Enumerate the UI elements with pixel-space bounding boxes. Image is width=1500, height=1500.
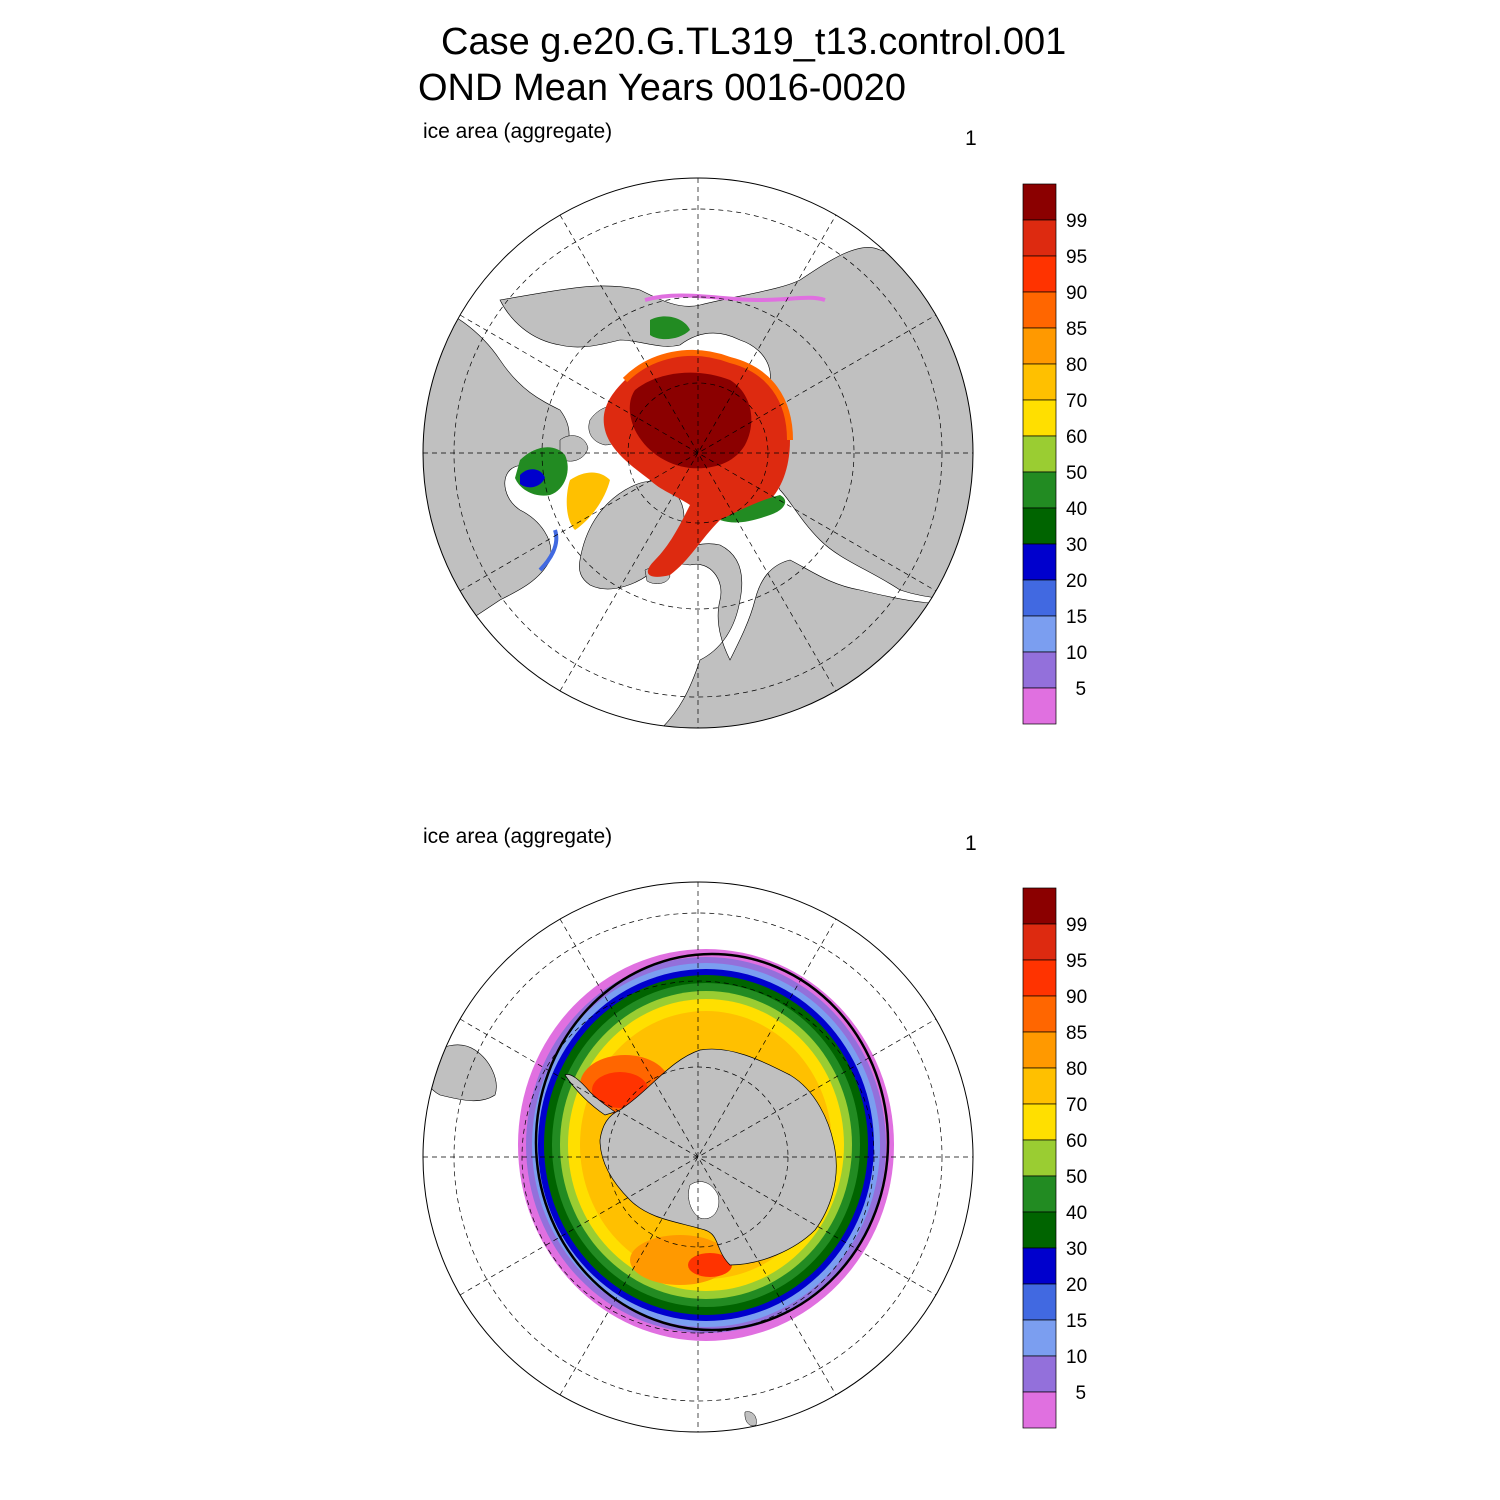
south-colorbar-swatch xyxy=(1022,1103,1057,1141)
south-colorbar-tick-label: 70 xyxy=(1066,1095,1087,1116)
north-colorbar-tick-label: 30 xyxy=(1066,535,1087,556)
title-case: Case g.e20.G.TL319_t13.control.001 xyxy=(441,21,1067,63)
north-colorbar-tick-label: 80 xyxy=(1066,355,1087,376)
north-colorbar-swatch xyxy=(1022,543,1057,581)
south-colorbar-swatch xyxy=(1022,1391,1057,1429)
north-colorbar-swatch xyxy=(1022,471,1057,509)
south-colorbar-tick-label: 10 xyxy=(1066,1347,1087,1368)
south-colorbar-swatch xyxy=(1022,1283,1057,1321)
south-colorbar-swatch xyxy=(1022,1247,1057,1285)
south-colorbar-tick-label: 20 xyxy=(1066,1275,1087,1296)
north-colorbar-swatch xyxy=(1022,219,1057,257)
south-colorbar-tick-label: 99 xyxy=(1066,915,1087,936)
south-colorbar-swatch xyxy=(1022,995,1057,1033)
south-colorbar-swatch xyxy=(1022,1319,1057,1357)
south-colorbar-tick-label: 50 xyxy=(1066,1167,1087,1188)
north-sea-ice xyxy=(515,293,826,577)
north-colorbar-swatch xyxy=(1022,615,1057,653)
south-colorbar-swatch xyxy=(1022,1067,1057,1105)
north-panel-left-label: ice area (aggregate) xyxy=(423,120,613,143)
south-colorbar-swatch xyxy=(1022,887,1057,925)
south-colorbar-tick-label: 85 xyxy=(1066,1023,1087,1044)
south-colorbar-tick-label: 80 xyxy=(1066,1059,1087,1080)
north-colorbar-swatch xyxy=(1022,687,1057,725)
north-colorbar-swatch xyxy=(1022,183,1057,221)
south-colorbar-swatch xyxy=(1022,1031,1057,1069)
south-colorbar: 99 95 90 85 80 70 60 50 40 30 20 15 10 5 xyxy=(1022,887,1087,1429)
north-colorbar-swatch xyxy=(1022,291,1057,329)
north-colorbar-tick-label: 60 xyxy=(1066,427,1087,448)
north-colorbar-swatch xyxy=(1022,399,1057,437)
north-colorbar-tick-label: 99 xyxy=(1066,211,1087,232)
south-colorbar-tick-label: 95 xyxy=(1066,951,1087,972)
south-colorbar-swatch xyxy=(1022,1139,1057,1177)
north-colorbar-swatch xyxy=(1022,507,1057,545)
north-colorbar-swatch xyxy=(1022,255,1057,293)
north-colorbar-swatch xyxy=(1022,651,1057,689)
south-panel-right-label: 1 xyxy=(965,832,977,855)
north-colorbar-tick-label: 5 xyxy=(1066,679,1086,700)
north-colorbar-tick-label: 15 xyxy=(1066,607,1087,628)
south-colorbar-tick-label: 30 xyxy=(1066,1239,1087,1260)
south-colorbar-tick-label: 60 xyxy=(1066,1131,1087,1152)
north-colorbar-tick-label: 50 xyxy=(1066,463,1087,484)
north-colorbar-tick-label: 10 xyxy=(1066,643,1087,664)
north-colorbar-swatch xyxy=(1022,327,1057,365)
north-colorbar: 99 95 90 85 80 70 60 50 40 30 20 15 10 5 xyxy=(1022,183,1087,725)
south-polar-map xyxy=(422,881,974,1433)
south-colorbar-tick-label: 90 xyxy=(1066,987,1087,1008)
south-colorbar-tick-label: 5 xyxy=(1066,1383,1086,1404)
south-colorbar-tick-label: 15 xyxy=(1066,1311,1087,1332)
north-polar-map xyxy=(422,177,974,729)
north-colorbar-swatch xyxy=(1022,435,1057,473)
south-colorbar-swatch xyxy=(1022,1175,1057,1213)
north-colorbar-swatch xyxy=(1022,579,1057,617)
south-colorbar-swatch xyxy=(1022,923,1057,961)
title-season: OND Mean Years 0016-0020 xyxy=(418,67,906,109)
north-colorbar-swatch xyxy=(1022,363,1057,401)
south-colorbar-swatch xyxy=(1022,1355,1057,1393)
north-graticule xyxy=(423,178,973,728)
north-colorbar-tick-label: 85 xyxy=(1066,319,1087,340)
north-colorbar-tick-label: 95 xyxy=(1066,247,1087,268)
north-colorbar-tick-label: 70 xyxy=(1066,391,1087,412)
south-graticule xyxy=(423,882,973,1432)
north-panel-right-label: 1 xyxy=(965,127,977,150)
south-colorbar-tick-label: 40 xyxy=(1066,1203,1087,1224)
north-colorbar-tick-label: 20 xyxy=(1066,571,1087,592)
north-colorbar-tick-label: 40 xyxy=(1066,499,1087,520)
south-colorbar-swatch xyxy=(1022,1211,1057,1249)
south-panel-left-label: ice area (aggregate) xyxy=(423,825,613,848)
south-colorbar-swatch xyxy=(1022,959,1057,997)
north-colorbar-tick-label: 90 xyxy=(1066,283,1087,304)
